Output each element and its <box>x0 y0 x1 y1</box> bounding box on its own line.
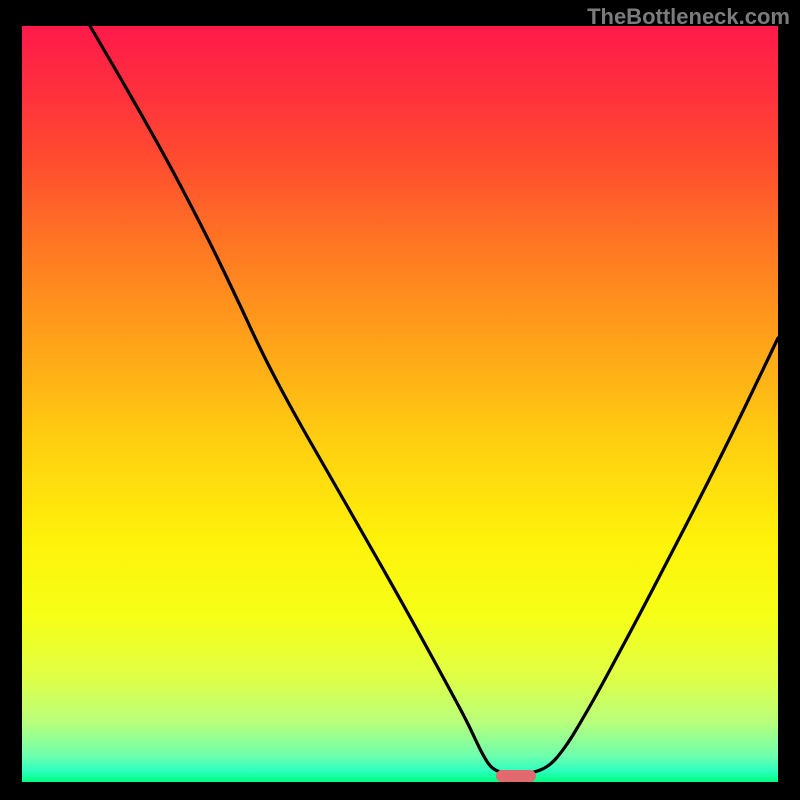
watermark-text: TheBottleneck.com <box>587 4 790 30</box>
bottleneck-curve-chart <box>0 0 800 800</box>
gradient-background <box>22 26 778 782</box>
chart-container: { "watermark": { "text": "TheBottleneck.… <box>0 0 800 800</box>
optimal-marker <box>496 770 536 782</box>
